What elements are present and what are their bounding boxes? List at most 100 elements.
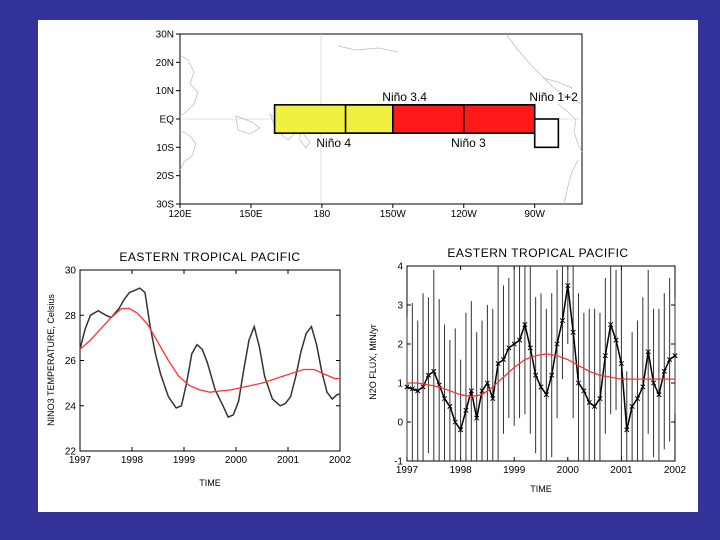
x-tick-label: 2002 bbox=[664, 465, 687, 476]
data-point-marker bbox=[474, 415, 480, 421]
figure-canvas: Niño 4 Niño 3.4 Niño 3 Niño 1+2 30N 20N 10N EQ… bbox=[46, 30, 687, 495]
nino-regions-map: Niño 4 Niño 3.4 Niño 3 Niño 1+2 30N 20N 10N EQ… bbox=[156, 30, 583, 220]
region-box-nino-4 bbox=[273, 104, 394, 134]
data-point-marker bbox=[549, 372, 555, 378]
x-tick-label: 1999 bbox=[503, 465, 526, 476]
data-point-marker bbox=[592, 403, 598, 409]
series-lines bbox=[404, 266, 678, 461]
data-point-marker bbox=[565, 282, 571, 289]
data-point-marker bbox=[618, 360, 624, 367]
data-point-marker bbox=[447, 403, 453, 409]
data-point-marker bbox=[538, 384, 544, 390]
data-point-marker bbox=[458, 427, 464, 433]
lat-label: 30N bbox=[156, 30, 174, 41]
lon-label: 90W bbox=[524, 209, 545, 220]
lat-label: 30S bbox=[156, 200, 174, 211]
nino-region-boxes: Niño 4 Niño 3.4 Niño 3 Niño 1+2 bbox=[273, 90, 578, 150]
data-point-marker bbox=[613, 337, 619, 343]
data-point-marker bbox=[640, 384, 646, 390]
lon-label: 120W bbox=[451, 209, 478, 220]
data-point-marker bbox=[431, 368, 437, 374]
y-tick-label: 0 bbox=[397, 418, 403, 429]
data-point-marker bbox=[506, 345, 512, 351]
data-point-marker bbox=[581, 388, 587, 394]
data-point-marker bbox=[661, 368, 667, 374]
lat-label: 20S bbox=[156, 171, 174, 182]
data-point-marker bbox=[608, 321, 614, 328]
y-tick-label: 4 bbox=[397, 262, 403, 273]
data-point-marker bbox=[409, 386, 415, 392]
data-point-marker bbox=[495, 360, 501, 367]
data-point-marker bbox=[468, 388, 474, 394]
chart-title: EASTERN TROPICAL PACIFIC bbox=[119, 250, 300, 264]
x-tick-label: 1998 bbox=[449, 465, 472, 476]
y-axis-label: N2O FLUX, MtN/yr bbox=[368, 324, 378, 400]
y-tick-label: 24 bbox=[65, 401, 77, 412]
y-tick-label: 26 bbox=[65, 356, 77, 367]
data-point-marker bbox=[511, 341, 517, 347]
series-line-1 bbox=[407, 353, 675, 398]
data-point-marker bbox=[634, 396, 641, 402]
chart-title: EASTERN TROPICAL PACIFIC bbox=[447, 246, 628, 260]
data-point-marker bbox=[570, 329, 576, 335]
data-point-marker bbox=[527, 345, 533, 351]
data-point-marker bbox=[484, 380, 490, 386]
data-point-marker bbox=[559, 318, 565, 324]
latitude-labels: 30N 20N 10N EQ 10S 20S 30S bbox=[156, 30, 180, 211]
x-tick-label: 2001 bbox=[610, 465, 633, 476]
data-point-marker bbox=[543, 392, 549, 398]
lat-label: 10N bbox=[156, 86, 174, 97]
data-point-marker bbox=[452, 419, 458, 425]
y-axis-label: NINO3 TEMPERATURE, Celsius bbox=[46, 294, 56, 426]
data-point-marker bbox=[629, 403, 635, 409]
data-point-marker bbox=[425, 372, 431, 378]
data-point-marker bbox=[554, 341, 560, 347]
x-axis-label: TIME bbox=[199, 478, 221, 488]
lat-label: 10S bbox=[156, 143, 174, 154]
slide-panel: Niño 4 Niño 3.4 Niño 3 Niño 1+2 30N 20N 10N EQ… bbox=[38, 20, 698, 512]
data-point-marker bbox=[575, 380, 582, 386]
x-tick-label: 2000 bbox=[225, 455, 248, 466]
data-point-marker bbox=[586, 399, 592, 406]
region-box-nino-3-4 bbox=[344, 104, 465, 134]
data-point-marker bbox=[533, 372, 539, 378]
y-tick-label: 28 bbox=[65, 311, 77, 322]
series-lines bbox=[79, 287, 340, 419]
data-point-marker bbox=[479, 388, 485, 394]
data-point-marker bbox=[420, 384, 426, 390]
region-label-nino-1-2: Niño 1+2 bbox=[529, 90, 578, 104]
data-point-marker bbox=[672, 353, 678, 359]
series-line-1 bbox=[79, 307, 340, 393]
y-tick-label: 3 bbox=[397, 301, 403, 312]
data-point-marker bbox=[415, 388, 421, 394]
data-point-marker bbox=[441, 396, 448, 402]
x-tick-label: 1998 bbox=[121, 455, 144, 466]
y-tick-label: 1 bbox=[397, 379, 403, 390]
x-tick-label: 1997 bbox=[69, 455, 92, 466]
lon-label: 150E bbox=[239, 209, 263, 220]
data-point-marker bbox=[522, 321, 528, 328]
data-point-marker bbox=[656, 392, 662, 398]
x-tick-label: 1999 bbox=[173, 455, 196, 466]
y-tick-label: -1 bbox=[394, 457, 403, 468]
nino3-temperature-chart: EASTERN TROPICAL PACIFIC TIME NINO3 TEMP… bbox=[46, 250, 352, 488]
region-label-nino-3-4: Niño 3.4 bbox=[382, 90, 427, 104]
axis-ticks: 1997 1998 1999 2000 2001 2002 -1 0 1 2 3 4 bbox=[394, 262, 686, 477]
x-axis-label: TIME bbox=[530, 484, 552, 494]
data-point-marker bbox=[404, 384, 410, 390]
data-point-marker bbox=[463, 407, 469, 413]
lat-label: 20N bbox=[156, 58, 174, 69]
series-line-0 bbox=[79, 287, 340, 419]
x-tick-label: 2002 bbox=[329, 455, 352, 466]
data-point-marker bbox=[490, 396, 496, 402]
x-tick-label: 2000 bbox=[557, 465, 580, 476]
data-point-marker bbox=[645, 349, 651, 355]
region-label-nino-3: Niño 3 bbox=[451, 136, 486, 150]
data-point-marker bbox=[597, 396, 603, 402]
plot-frame bbox=[79, 269, 341, 452]
x-tick-label: 1997 bbox=[396, 465, 419, 476]
y-tick-label: 2 bbox=[397, 340, 403, 351]
longitude-labels: 120E 150E 180 150W 120W 90W bbox=[168, 204, 546, 220]
data-point-marker bbox=[500, 357, 507, 363]
axis-ticks: 1997 1998 1999 2000 2001 2002 22 24 26 28 30 bbox=[65, 266, 352, 467]
